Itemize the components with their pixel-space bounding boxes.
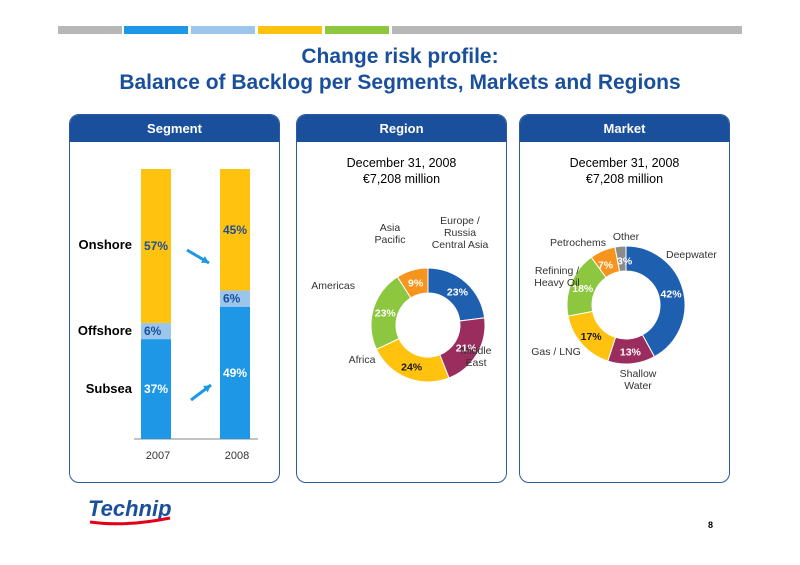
region-panel: Region December 31, 2008 €7,208 million … bbox=[296, 114, 507, 483]
slice-value-0: 42% bbox=[661, 288, 683, 300]
slice-label-2-0: Africa bbox=[349, 354, 376, 366]
logo-text: Technip bbox=[88, 496, 172, 521]
bar-onshore-2008 bbox=[220, 169, 250, 291]
slice-value-5: 3% bbox=[617, 256, 633, 268]
logo-swoosh bbox=[89, 516, 171, 526]
slice-value-4: 7% bbox=[598, 259, 614, 271]
bar-onshore-2007 bbox=[141, 169, 171, 323]
slice-label-4-0: Asia bbox=[380, 222, 401, 234]
market-panel: Market December 31, 2008 €7,208 million … bbox=[519, 114, 730, 483]
series-label-onshore: Onshore bbox=[79, 237, 132, 252]
page-title: Change risk profile: Balance of Backlog … bbox=[0, 44, 800, 96]
slice-value-1: 13% bbox=[620, 346, 642, 358]
x-tick-label-2008: 2008 bbox=[225, 450, 249, 462]
bar-subsea-2007 bbox=[141, 339, 171, 439]
bar-offshore-2008 bbox=[220, 290, 250, 307]
slice-0 bbox=[625, 245, 686, 358]
slice-label-2-0: Gas / LNG bbox=[531, 346, 581, 358]
slice-label-3-0: Americas bbox=[311, 280, 355, 292]
slice-value-0: 23% bbox=[447, 287, 469, 299]
slice-2 bbox=[375, 337, 450, 383]
slice-value-3: 18% bbox=[572, 283, 594, 295]
region-subtitle: December 31, 2008 €7,208 million bbox=[297, 155, 506, 187]
slice-value-1: 21% bbox=[456, 343, 478, 355]
bar-label-offshore-2007: 6% bbox=[144, 324, 162, 338]
up-arrow-icon bbox=[190, 383, 212, 402]
down-arrow-icon bbox=[186, 248, 210, 265]
slice-label-0-0: Deepwater bbox=[666, 249, 717, 261]
slice-label-0-2: Central Asia bbox=[432, 239, 489, 251]
segment-stacked-bar-chart: 37% 6% 57% 2007 49% 6% 45% 2008 Subsea Offshore On… bbox=[78, 169, 258, 462]
series-label-subsea: Subsea bbox=[86, 381, 133, 396]
slice-label-4-1: Pacific bbox=[375, 234, 406, 246]
market-header: Market bbox=[520, 115, 729, 142]
technip-logo: Technip bbox=[88, 496, 172, 526]
slice-label-1-0: Shallow bbox=[620, 368, 657, 380]
slice-label-3-0: Refining / bbox=[535, 265, 579, 277]
slice-5 bbox=[614, 245, 627, 273]
slice-label-1-1: Water bbox=[624, 380, 652, 392]
segment-panel: Segment 37% 6% 57% 2007 49% 6% 45% 2008 Subsea Of… bbox=[69, 114, 280, 483]
bar-label-subsea-2008: 49% bbox=[223, 366, 247, 380]
title-line-1: Change risk profile: bbox=[301, 45, 499, 68]
slice-4 bbox=[396, 267, 429, 299]
slice-value-2: 24% bbox=[401, 361, 423, 373]
title-line-2: Balance of Backlog per Segments, Markets… bbox=[119, 71, 681, 94]
slice-label-0-1: Russia bbox=[444, 227, 476, 239]
segment-header: Segment bbox=[70, 115, 279, 142]
market-date: December 31, 2008 bbox=[569, 156, 680, 170]
slice-label-5-0: Other bbox=[613, 231, 640, 243]
slice-label-1-1: East bbox=[465, 357, 486, 369]
bar-label-subsea-2007: 37% bbox=[144, 382, 168, 396]
bar-label-onshore-2008: 45% bbox=[223, 223, 247, 237]
bar-label-offshore-2008: 6% bbox=[223, 292, 241, 306]
bar-subsea-2008 bbox=[220, 306, 250, 439]
x-tick-label-2007: 2007 bbox=[146, 450, 170, 462]
region-date: December 31, 2008 bbox=[346, 156, 457, 170]
slice-label-1-0: Middle bbox=[461, 345, 492, 357]
market-subtitle: December 31, 2008 €7,208 million bbox=[520, 155, 729, 187]
series-label-offshore: Offshore bbox=[78, 323, 132, 338]
slice-label-4-0: Petrochems bbox=[550, 237, 606, 249]
region-header: Region bbox=[297, 115, 506, 142]
bar-offshore-2007 bbox=[141, 322, 171, 340]
region-amount: €7,208 million bbox=[362, 172, 441, 186]
slice-value-2: 17% bbox=[581, 331, 603, 343]
page-number: 8 bbox=[708, 520, 714, 530]
slice-label-3-1: Heavy Oil bbox=[534, 277, 580, 289]
market-amount: €7,208 million bbox=[585, 172, 664, 186]
bar-label-onshore-2007: 57% bbox=[144, 239, 168, 253]
slice-label-0-0: Europe / bbox=[440, 215, 480, 227]
slice-value-4: 9% bbox=[408, 277, 424, 289]
top-color-bar bbox=[0, 26, 800, 34]
slice-value-3: 23% bbox=[375, 308, 397, 320]
